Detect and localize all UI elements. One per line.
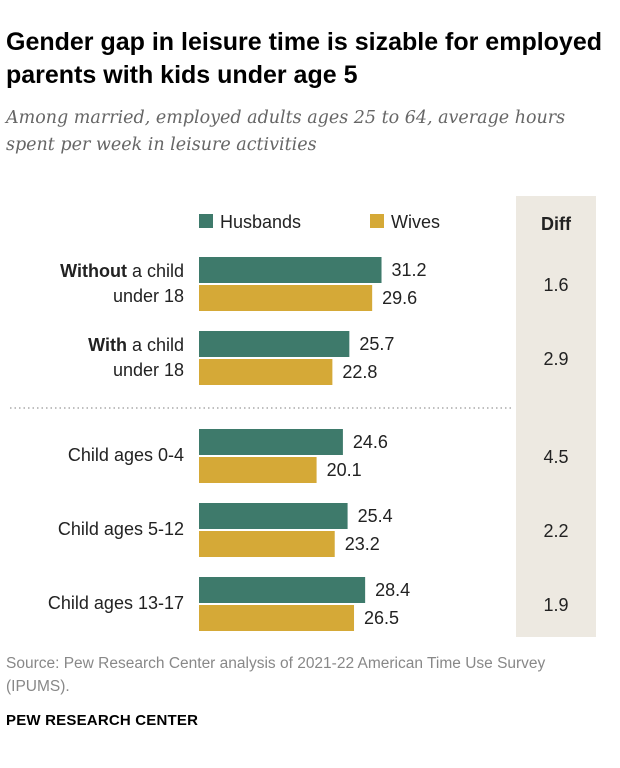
category-label-emphasis: Without	[60, 261, 127, 281]
value-label-wives-4: 26.5	[364, 608, 399, 628]
legend-label-husbands: Husbands	[220, 212, 301, 232]
category-label-text: a child	[127, 261, 184, 281]
diff-value-0: 1.6	[543, 275, 568, 295]
bar-wives-2	[199, 457, 317, 483]
value-label-wives-3: 23.2	[345, 534, 380, 554]
diff-value-1: 2.9	[543, 349, 568, 369]
value-label-husbands-0: 31.2	[392, 260, 427, 280]
diff-value-2: 4.5	[543, 447, 568, 467]
category-label-4: Child ages 13-17	[48, 593, 184, 613]
bar-wives-0	[199, 285, 373, 311]
value-label-husbands-1: 25.7	[359, 334, 394, 354]
bar-husbands-2	[199, 429, 343, 455]
category-label-1: With a child	[88, 335, 184, 355]
diff-value-3: 2.2	[543, 521, 568, 541]
value-label-husbands-3: 25.4	[358, 506, 393, 526]
bar-husbands-4	[199, 577, 366, 603]
legend-label-wives: Wives	[391, 212, 440, 232]
organization-name: PEW RESEARCH CENTER	[6, 712, 199, 729]
value-label-husbands-4: 28.4	[375, 580, 410, 600]
source-note: Source: Pew Research Center analysis of …	[6, 655, 546, 695]
category-label-2: Child ages 0-4	[68, 445, 184, 465]
legend-swatch-husbands	[199, 214, 213, 228]
legend-swatch-wives	[370, 214, 384, 228]
bar-wives-4	[199, 605, 355, 631]
bar-wives-3	[199, 531, 335, 557]
chart-title: Gender gap in leisure time is sizable fo…	[6, 28, 603, 89]
category-label-emphasis: With	[88, 335, 127, 355]
bar-husbands-0	[199, 257, 382, 283]
category-label-text: a child	[127, 335, 184, 355]
bar-husbands-1	[199, 331, 350, 357]
diff-value-4: 1.9	[543, 595, 568, 615]
category-label-0: Without a child	[60, 261, 184, 281]
category-label-line2-1: under 18	[113, 360, 184, 380]
diff-header: Diff	[541, 214, 572, 234]
value-label-husbands-2: 24.6	[353, 432, 388, 452]
value-label-wives-2: 20.1	[327, 460, 362, 480]
chart-subtitle: Among married, employed adults ages 25 t…	[6, 108, 566, 155]
diff-column-background	[516, 196, 596, 637]
value-label-wives-0: 29.6	[382, 288, 417, 308]
bar-husbands-3	[199, 503, 348, 529]
category-label-line2-0: under 18	[113, 286, 184, 306]
bar-wives-1	[199, 359, 333, 385]
bar-chart: Diff Husbands Wives Without a child under 18…	[10, 196, 596, 637]
category-label-3: Child ages 5-12	[58, 519, 184, 539]
value-label-wives-1: 22.8	[342, 362, 377, 382]
